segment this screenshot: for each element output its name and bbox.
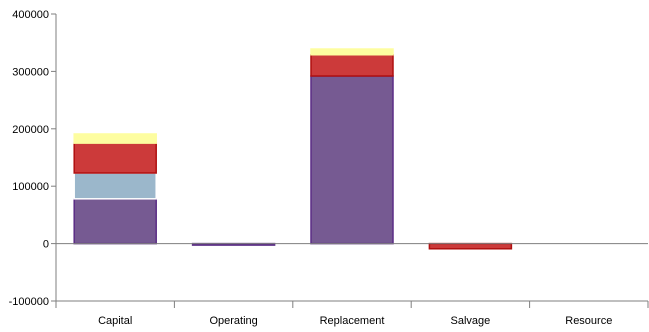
- x-axis-ticks: [55, 301, 649, 308]
- x-tick-label-replacement: Replacement: [320, 315, 385, 327]
- y-tick-label: 400000: [12, 9, 49, 21]
- x-tick-label-operating: Operating: [209, 315, 257, 327]
- bar-segment-capital-4: [73, 133, 157, 144]
- bar-segment-replacement-4: [310, 48, 394, 56]
- bar-segment-capital-1: [73, 198, 157, 245]
- x-tick-label-resource: Resource: [565, 315, 612, 327]
- y-axis-ticks: -100000 0 100000 200000 300000 400000: [9, 9, 56, 308]
- bar-segment-salvage-3: [428, 242, 513, 250]
- y-tick-label: 0: [43, 239, 49, 251]
- y-tick-label: 200000: [12, 124, 49, 136]
- x-tick-label-salvage: Salvage: [451, 315, 491, 327]
- bar-segment-replacement-1: [310, 75, 394, 245]
- bar-segment-capital-3: [73, 142, 157, 174]
- y-tick-label: 100000: [12, 181, 49, 193]
- bars: [73, 48, 513, 250]
- bar-segment-capital-2: [73, 172, 157, 200]
- y-tick-label: -100000: [9, 296, 49, 308]
- x-tick-label-capital: Capital: [98, 315, 132, 327]
- bar-segment-replacement-3: [310, 54, 394, 77]
- y-tick-label: 300000: [12, 66, 49, 78]
- x-axis-labels: Capital Operating Replacement Salvage Resour…: [98, 315, 612, 327]
